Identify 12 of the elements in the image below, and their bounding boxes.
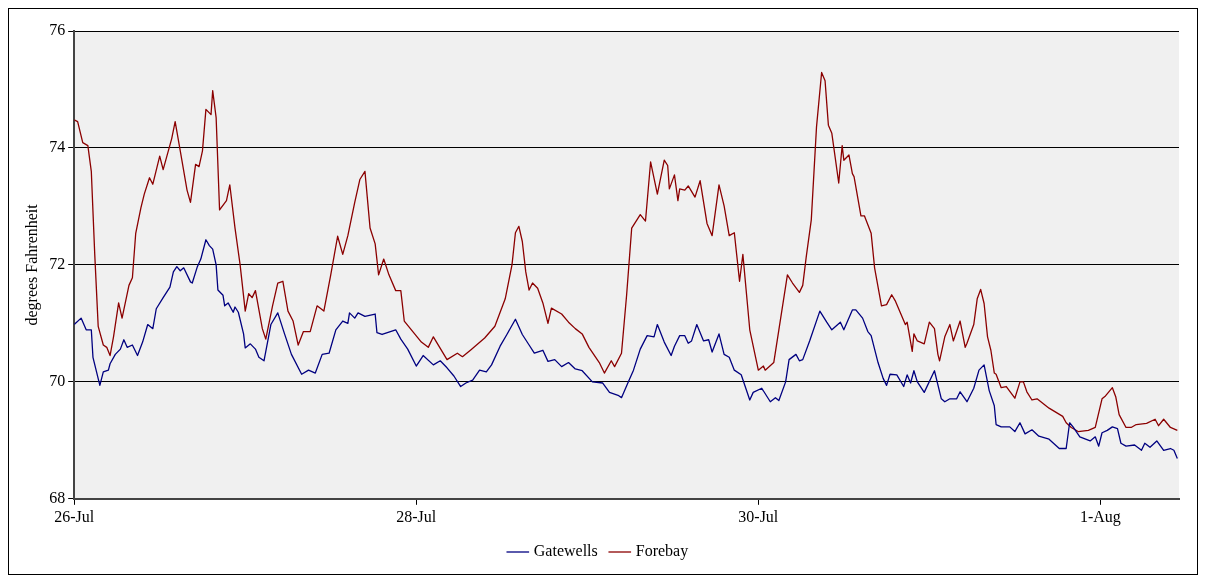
x-tick-label: 30-Jul bbox=[738, 507, 779, 525]
legend-label: Forebay bbox=[635, 542, 689, 561]
y-axis-title: degrees Fahrenheit bbox=[22, 203, 41, 326]
y-tick-label: 68 bbox=[49, 489, 66, 506]
x-tick-label: 28-Jul bbox=[396, 507, 437, 525]
legend-label: Gatewells bbox=[533, 542, 598, 560]
y-tick-label: 76 bbox=[49, 21, 66, 39]
y-tick-label: 70 bbox=[49, 372, 66, 390]
y-tick-label: 74 bbox=[49, 138, 66, 156]
y-tick-label: 72 bbox=[49, 255, 66, 273]
x-tick-label: 1-Aug bbox=[1079, 507, 1121, 526]
x-tick-label: 26-Jul bbox=[54, 507, 95, 525]
